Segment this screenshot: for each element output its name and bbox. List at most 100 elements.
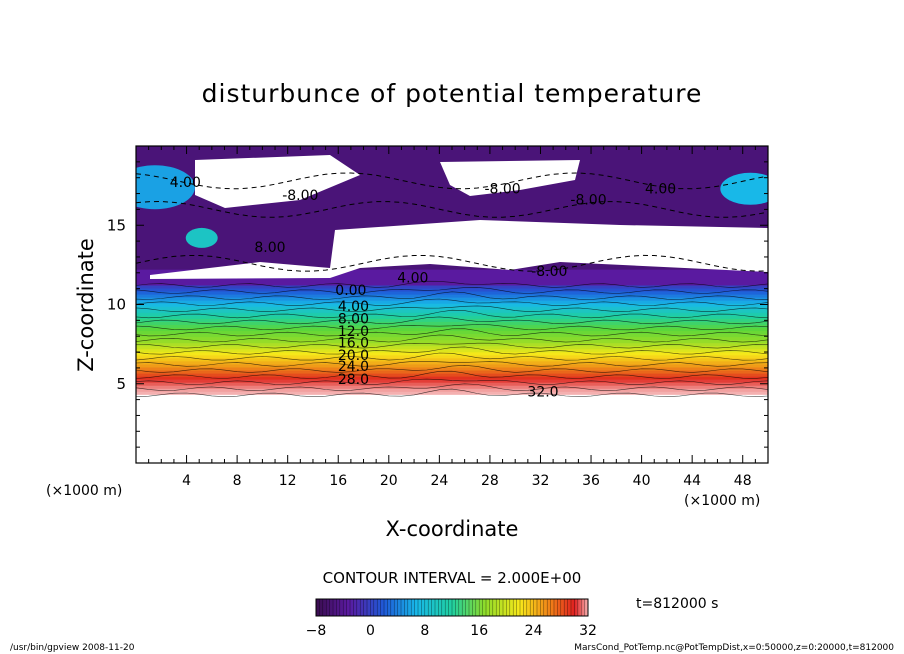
contour-line bbox=[136, 309, 768, 319]
footer-source: MarsCond_PotTemp.nc@PotTempDist,x=0:5000… bbox=[574, 643, 894, 653]
x-tick-label: 24 bbox=[430, 473, 448, 489]
contour-label: 20.0 bbox=[338, 348, 369, 364]
patch-left bbox=[136, 165, 195, 210]
contour-line bbox=[136, 378, 768, 385]
colorbar-ticks: −8 0 8 16 24 32 bbox=[306, 623, 597, 639]
contour-line bbox=[136, 370, 768, 379]
field-band bbox=[136, 349, 768, 353]
field-band bbox=[136, 312, 768, 317]
contour-line bbox=[136, 346, 768, 355]
contour-line bbox=[136, 287, 768, 294]
contour-label: 4.00 bbox=[338, 299, 369, 315]
y-tick-label: 15 bbox=[107, 216, 126, 234]
field-band bbox=[136, 291, 768, 296]
field-band bbox=[136, 340, 768, 344]
y-axis-title: Z-coordinate bbox=[74, 238, 98, 372]
contour-line bbox=[136, 342, 768, 349]
contour-label: 12.0 bbox=[338, 324, 369, 340]
contour-line bbox=[136, 334, 768, 343]
field-band bbox=[136, 352, 768, 356]
field-band bbox=[136, 337, 768, 341]
contour-labels: 4.00-8.00 -8.00-8.004.008.004.00 -8.000.00… bbox=[170, 175, 676, 400]
contour-line bbox=[136, 364, 768, 373]
field-band bbox=[136, 379, 768, 384]
blank-region bbox=[150, 220, 768, 279]
blank-bottom bbox=[136, 394, 768, 463]
field-band bbox=[136, 297, 768, 302]
x-axis-unit: (×1000 m) bbox=[684, 493, 760, 509]
field-band bbox=[136, 388, 768, 393]
field-band bbox=[136, 288, 768, 293]
contour-line bbox=[136, 280, 768, 288]
y-tick-label: 5 bbox=[116, 375, 126, 393]
x-axis: 4 8 12 16 20 24 28 32 36 40 44 48 bbox=[148, 146, 756, 489]
patch-wave bbox=[185, 227, 218, 248]
chart-title: disturbunce of potential temperature bbox=[202, 79, 703, 108]
y-tick-label: 10 bbox=[107, 296, 126, 314]
colorbar-tick-label: 32 bbox=[579, 623, 597, 639]
contour-label: 32.0 bbox=[527, 384, 558, 400]
colorbar-tick-label: −8 bbox=[306, 623, 327, 639]
field-band bbox=[136, 358, 768, 363]
blank-region bbox=[195, 155, 360, 208]
field-band bbox=[136, 285, 768, 290]
field-band bbox=[136, 334, 768, 338]
colorbar-tick-label: 8 bbox=[420, 623, 429, 639]
field-band bbox=[136, 306, 768, 311]
x-tick-label: 16 bbox=[329, 473, 347, 489]
x-tick-label: 8 bbox=[233, 473, 242, 489]
footer-program: /usr/bin/gpview 2008-11-20 bbox=[10, 643, 135, 653]
y-axis-unit: (×1000 m) bbox=[46, 483, 122, 499]
field-band bbox=[136, 309, 768, 314]
contour-line bbox=[136, 298, 768, 306]
field-band bbox=[136, 376, 768, 381]
contour-line bbox=[136, 328, 768, 337]
contour-line bbox=[136, 383, 768, 391]
contour-label: -8.00 bbox=[484, 182, 520, 198]
colorbar-tick-label: 24 bbox=[525, 623, 543, 639]
field-band bbox=[136, 331, 768, 335]
x-axis-title: X-coordinate bbox=[386, 517, 519, 541]
contour-label: 16.0 bbox=[338, 335, 369, 351]
patch-right bbox=[720, 172, 768, 205]
contour-label: 4.00 bbox=[645, 182, 676, 198]
time-label: t=812000 s bbox=[636, 596, 718, 612]
x-tick-label: 12 bbox=[279, 473, 297, 489]
field-band bbox=[136, 361, 768, 366]
contour-label: -8.00 bbox=[282, 188, 318, 204]
colorbar-tick-label: 16 bbox=[470, 623, 488, 639]
x-tick-label: 36 bbox=[582, 473, 600, 489]
contour-label: 28.0 bbox=[338, 372, 369, 388]
field-band bbox=[136, 385, 768, 390]
x-tick-label: 20 bbox=[380, 473, 398, 489]
x-tick-label: 48 bbox=[734, 473, 752, 489]
contour-line bbox=[136, 305, 768, 312]
colorbar-stripes bbox=[319, 599, 585, 616]
contour-label: 4.00 bbox=[397, 270, 428, 286]
field-band bbox=[136, 321, 768, 326]
field-band bbox=[136, 343, 768, 347]
field-band bbox=[136, 324, 768, 329]
field-band bbox=[136, 303, 768, 308]
contour-line bbox=[136, 316, 768, 325]
contour-label: 0.00 bbox=[335, 283, 366, 299]
contour-line bbox=[136, 324, 768, 331]
contour-line bbox=[136, 291, 768, 300]
contour-interval-text: CONTOUR INTERVAL = 2.000E+00 bbox=[323, 569, 582, 587]
contour-label: 8.00 bbox=[254, 240, 285, 256]
field-band bbox=[136, 355, 768, 359]
blank-region bbox=[440, 160, 580, 196]
x-tick-label: 32 bbox=[532, 473, 550, 489]
contour-line bbox=[136, 352, 768, 361]
x-tick-label: 44 bbox=[683, 473, 701, 489]
field-band bbox=[136, 318, 768, 323]
field-band bbox=[136, 300, 768, 305]
contour-label: -8.00 bbox=[570, 193, 606, 209]
y-axis: 5 10 15 bbox=[107, 161, 768, 448]
contour-line-negative bbox=[136, 254, 768, 272]
x-tick-label: 28 bbox=[481, 473, 499, 489]
field-band bbox=[136, 294, 768, 299]
field-band bbox=[136, 391, 768, 396]
contour-field bbox=[136, 146, 768, 463]
